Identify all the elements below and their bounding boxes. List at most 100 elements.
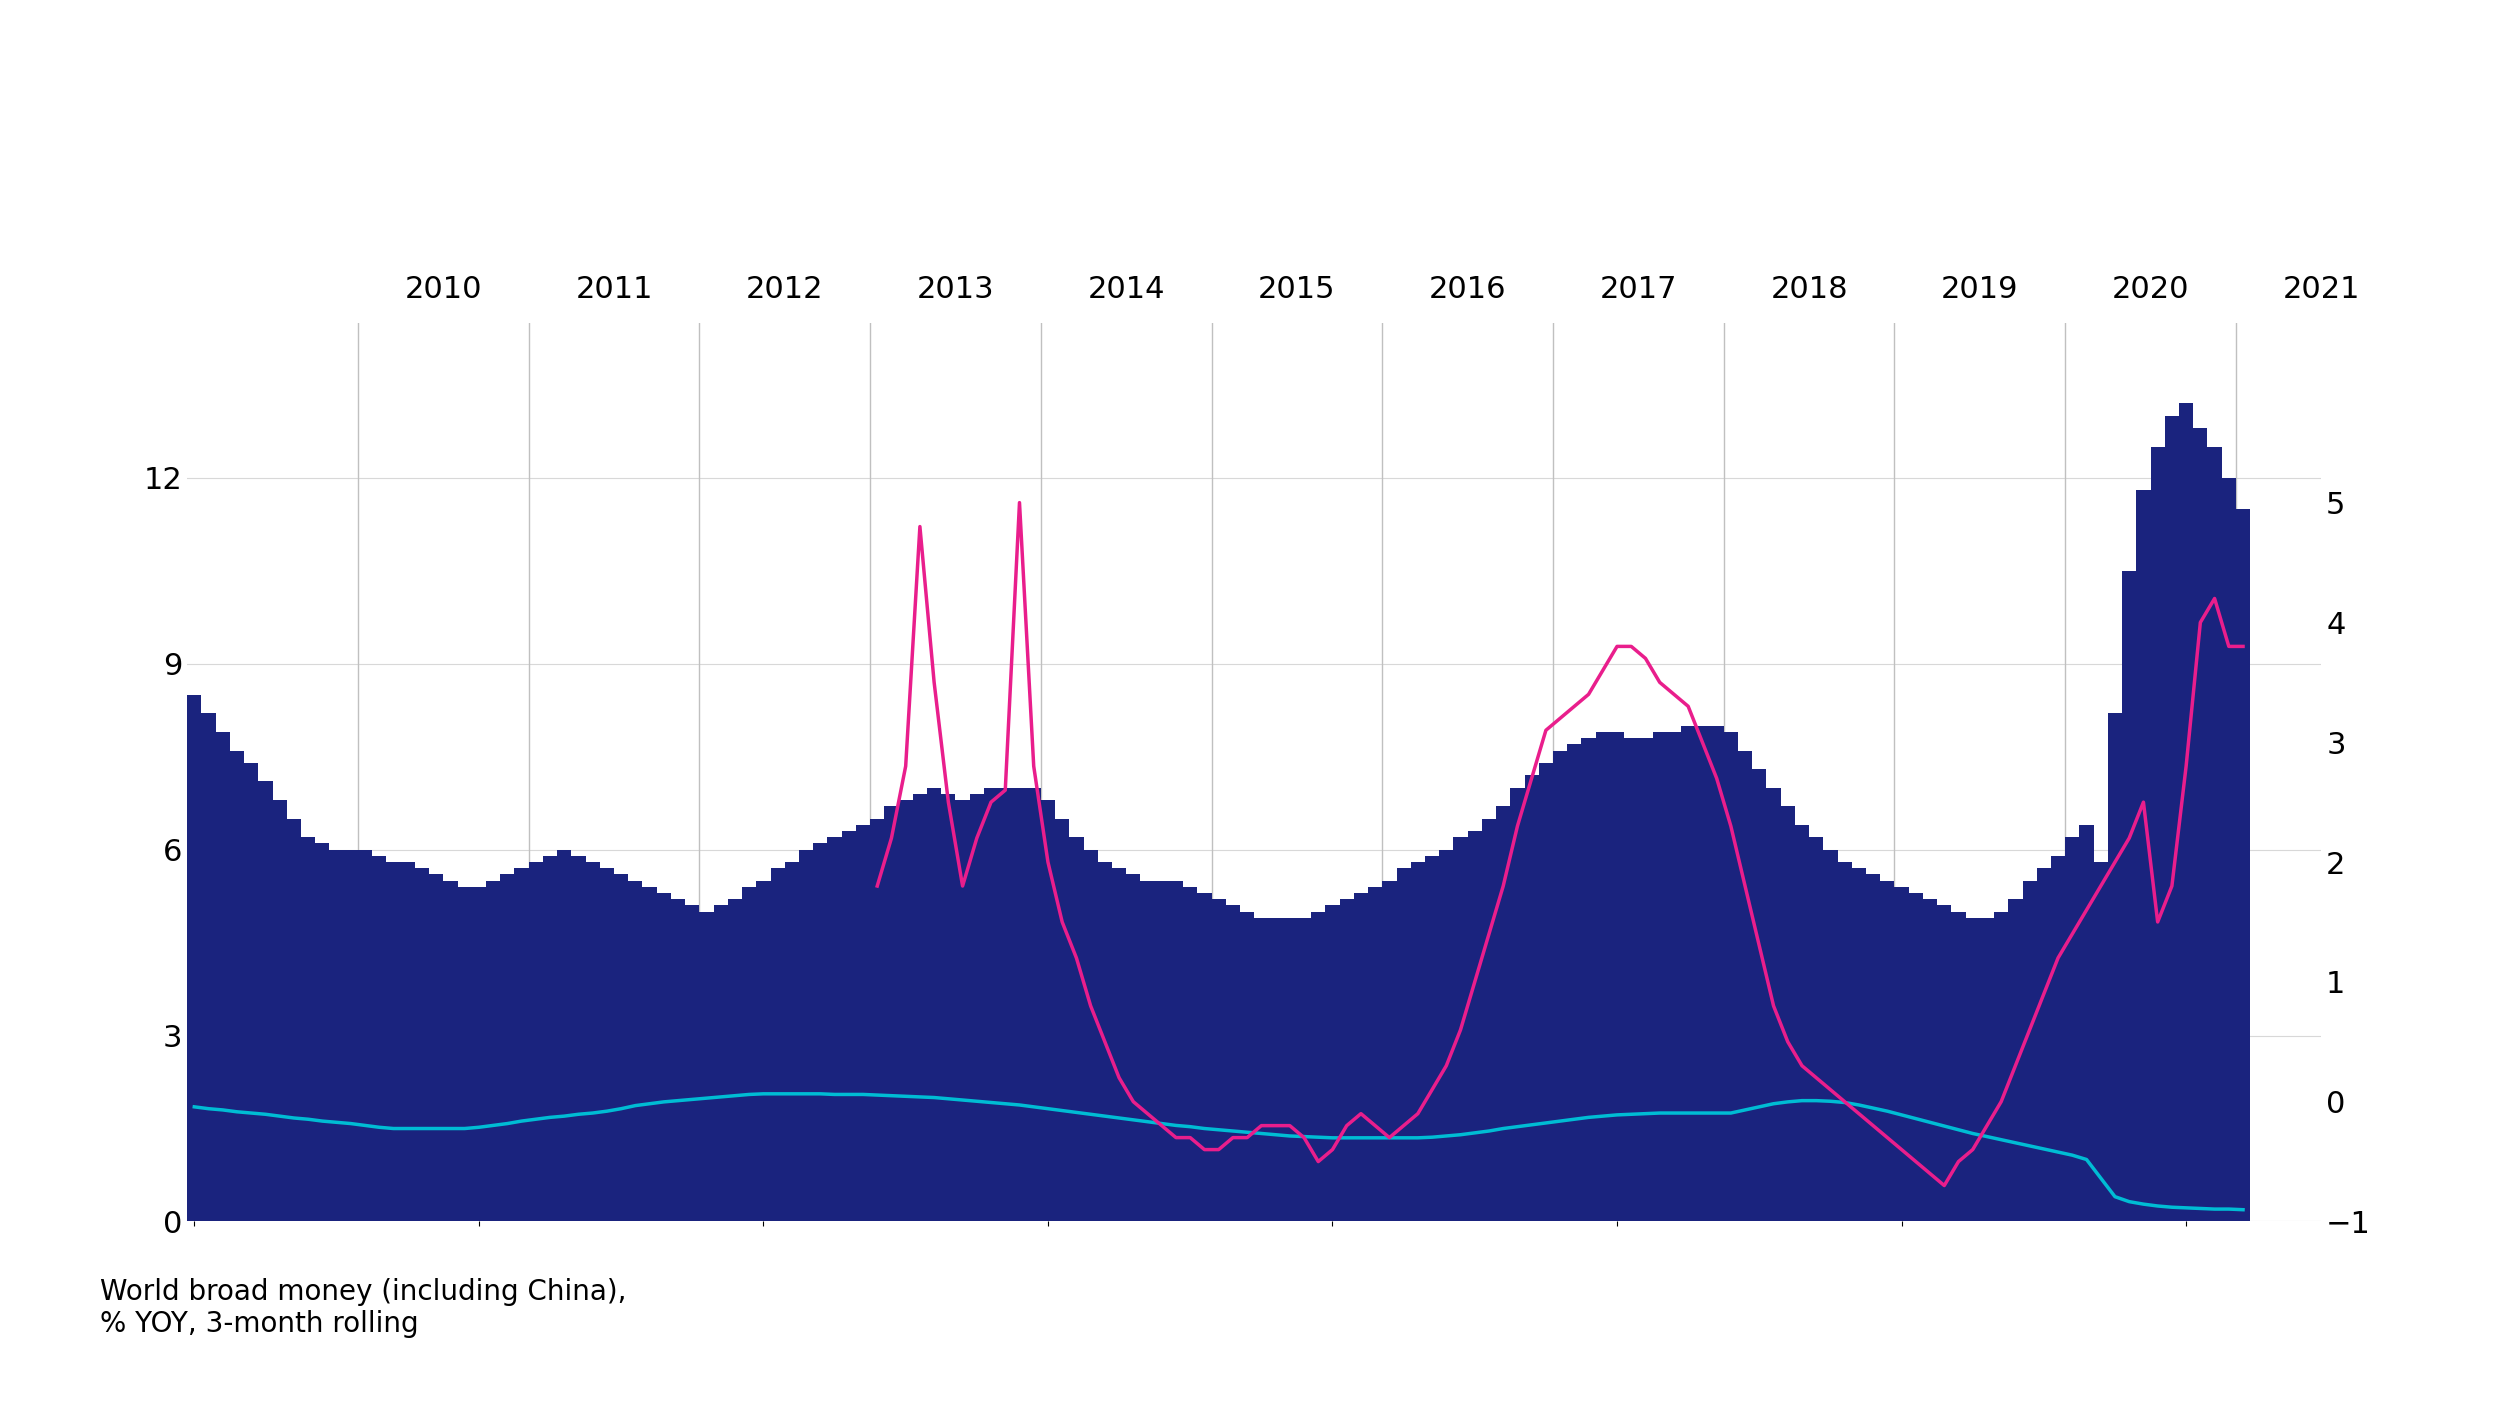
Bar	[587, 862, 599, 1221]
Bar	[1952, 911, 1967, 1221]
Bar	[1538, 762, 1553, 1221]
Bar	[614, 875, 629, 1221]
Bar	[2009, 899, 2022, 1221]
Bar	[2037, 868, 2052, 1221]
Bar	[1553, 751, 1567, 1221]
Bar	[1298, 918, 1310, 1221]
Bar	[357, 849, 372, 1221]
Bar	[557, 849, 572, 1221]
Bar	[1495, 806, 1510, 1221]
Bar	[1595, 731, 1610, 1221]
Bar	[1610, 731, 1625, 1221]
Bar	[1525, 775, 1538, 1221]
Bar	[1879, 880, 1894, 1221]
Bar	[914, 793, 926, 1221]
Bar	[1994, 911, 2009, 1221]
Bar	[2221, 477, 2236, 1221]
Bar	[1909, 893, 1922, 1221]
Bar	[230, 751, 245, 1221]
Bar	[1410, 862, 1425, 1221]
Bar	[529, 862, 544, 1221]
Bar	[714, 906, 729, 1221]
Bar	[2152, 446, 2164, 1221]
Bar	[826, 837, 841, 1221]
Bar	[1780, 806, 1795, 1221]
Bar	[699, 911, 714, 1221]
Bar	[399, 862, 414, 1221]
Bar	[272, 800, 287, 1221]
Bar	[1098, 862, 1113, 1221]
Bar	[1168, 880, 1183, 1221]
Bar	[871, 819, 884, 1221]
Bar	[814, 844, 826, 1221]
Bar	[2052, 856, 2064, 1221]
Bar	[1013, 788, 1026, 1221]
Bar	[2206, 446, 2221, 1221]
Bar	[387, 862, 399, 1221]
Bar	[841, 831, 856, 1221]
Text: World broad money (including China),
% YOY, 3-month rolling: World broad money (including China), % Y…	[100, 1278, 626, 1338]
Bar	[983, 788, 998, 1221]
Bar	[1695, 726, 1710, 1221]
Bar	[1183, 887, 1198, 1221]
Bar	[884, 806, 899, 1221]
Bar	[1026, 788, 1041, 1221]
Bar	[1822, 849, 1837, 1221]
Bar	[1682, 726, 1695, 1221]
Bar	[1567, 744, 1582, 1221]
Bar	[1637, 739, 1652, 1221]
Bar	[1667, 731, 1682, 1221]
Bar	[487, 880, 499, 1221]
Bar	[314, 844, 329, 1221]
Bar	[1510, 788, 1525, 1221]
Bar	[729, 899, 741, 1221]
Bar	[2064, 837, 2079, 1221]
Bar	[1867, 875, 1879, 1221]
Bar	[1141, 880, 1156, 1221]
Bar	[202, 713, 215, 1221]
Bar	[572, 856, 587, 1221]
Bar	[926, 788, 941, 1221]
Bar	[457, 887, 472, 1221]
Bar	[329, 849, 344, 1221]
Bar	[1156, 880, 1168, 1221]
Bar	[756, 880, 771, 1221]
Bar	[1340, 899, 1353, 1221]
Bar	[1979, 918, 1994, 1221]
Bar	[1368, 887, 1383, 1221]
Bar	[1211, 899, 1226, 1221]
Bar	[2122, 571, 2137, 1221]
Bar	[2164, 416, 2179, 1221]
Bar	[1725, 731, 1737, 1221]
Bar	[2236, 508, 2249, 1221]
Bar	[599, 868, 614, 1221]
Bar	[2079, 826, 2094, 1221]
Bar	[1056, 819, 1068, 1221]
Bar	[372, 856, 387, 1221]
Bar	[1625, 739, 1637, 1221]
Bar	[1582, 739, 1595, 1221]
Bar	[1795, 826, 1810, 1221]
Bar	[2107, 713, 2122, 1221]
Bar	[444, 880, 457, 1221]
Bar	[1353, 893, 1368, 1221]
Bar	[1425, 856, 1440, 1221]
Bar	[641, 887, 656, 1221]
Bar	[1041, 800, 1056, 1221]
Bar	[1852, 868, 1867, 1221]
Bar	[1767, 788, 1780, 1221]
Bar	[956, 800, 968, 1221]
Bar	[1325, 906, 1340, 1221]
Bar	[1126, 875, 1141, 1221]
Bar	[998, 788, 1013, 1221]
Bar	[684, 906, 699, 1221]
Bar	[1198, 893, 1211, 1221]
Bar	[799, 849, 814, 1221]
Bar	[1483, 819, 1495, 1221]
Bar	[414, 868, 429, 1221]
Bar	[1710, 726, 1725, 1221]
Bar	[302, 837, 314, 1221]
Bar	[245, 762, 257, 1221]
Bar	[215, 731, 230, 1221]
Bar	[1310, 911, 1325, 1221]
